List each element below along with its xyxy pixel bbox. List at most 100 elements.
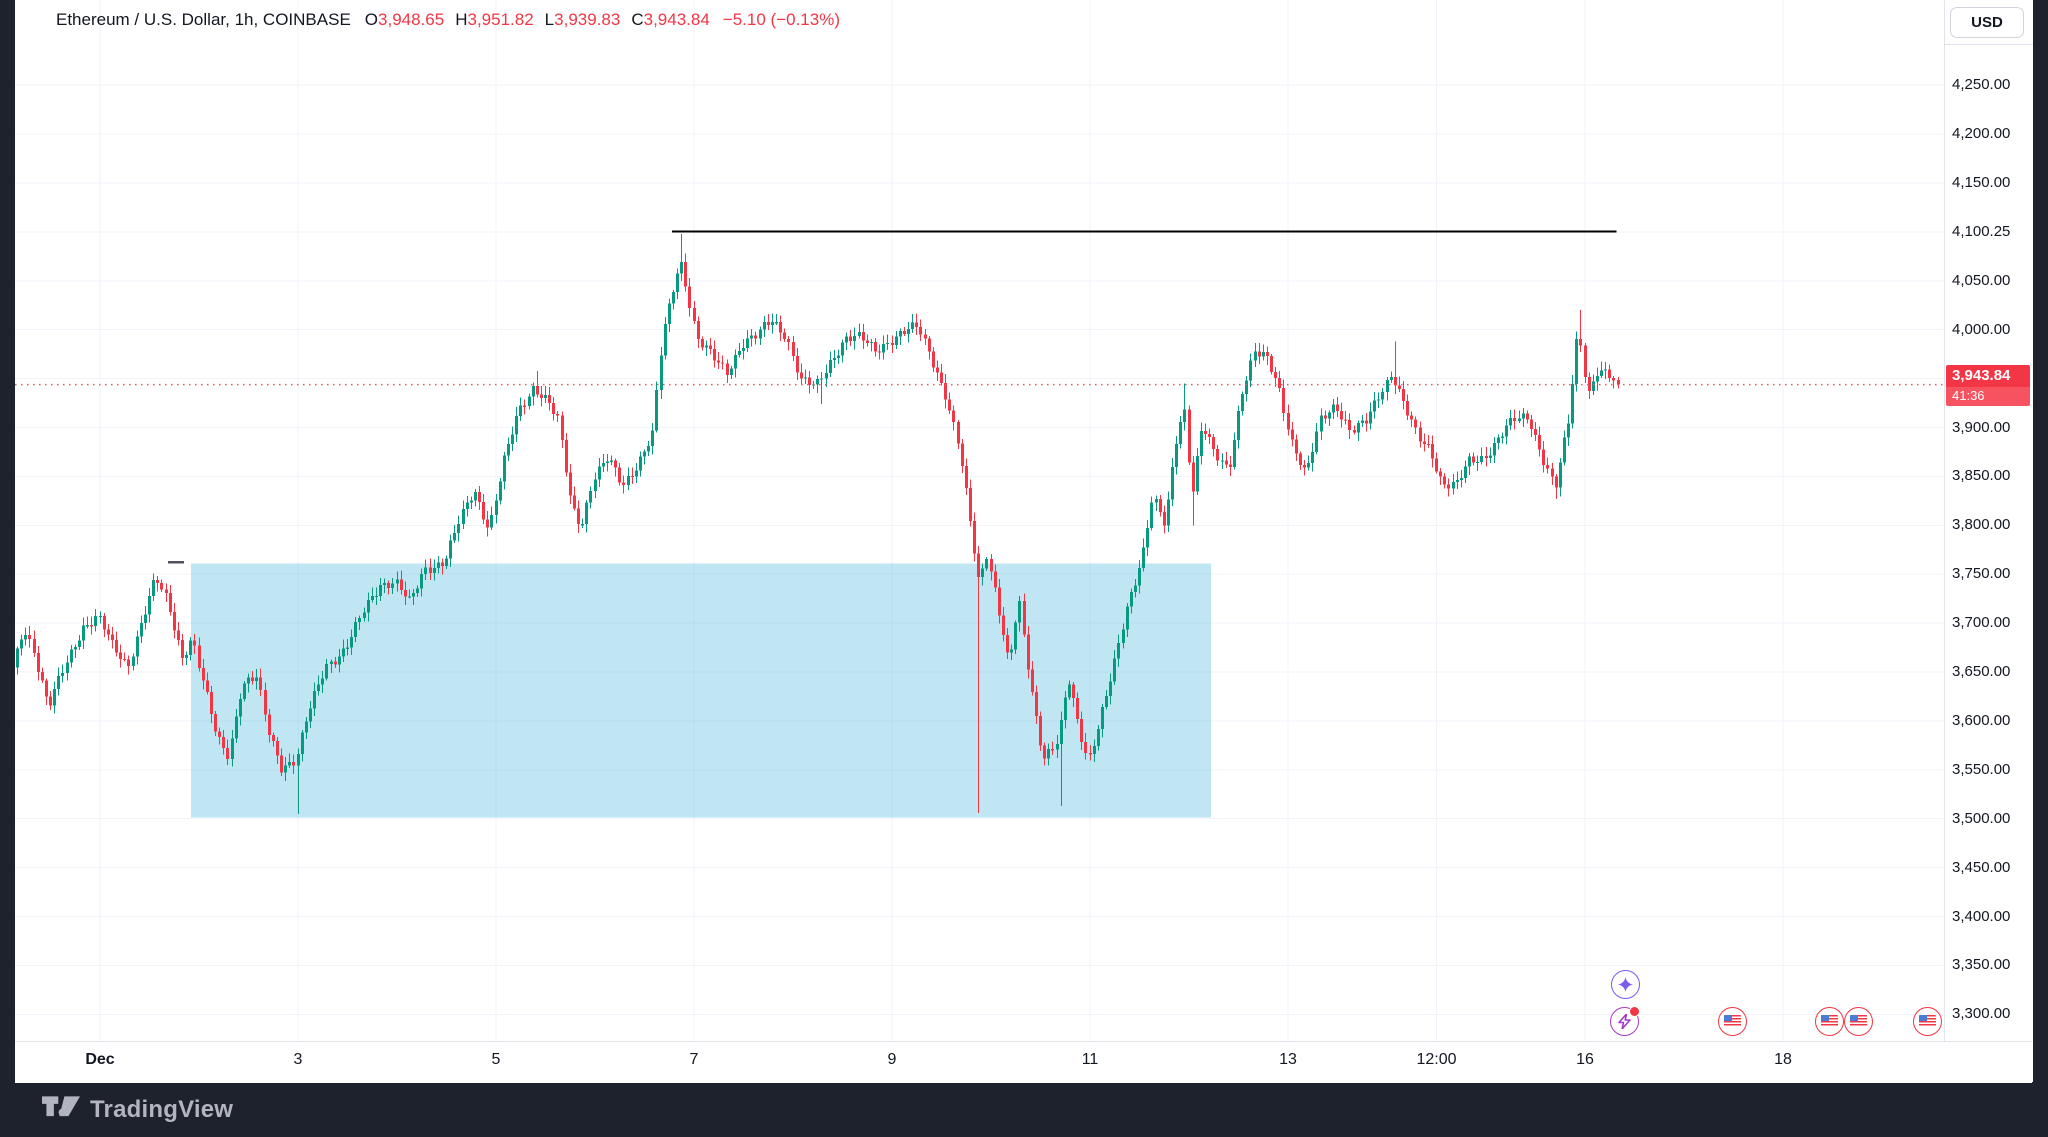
candle-body [1419, 427, 1422, 442]
candle-body [734, 355, 737, 369]
price-scale-label: 3,400.00 [1952, 907, 2011, 925]
candle-body [990, 559, 993, 572]
candle-body [309, 708, 312, 722]
candle-body [127, 659, 130, 666]
candle-body [841, 342, 844, 356]
candle-body [639, 456, 642, 471]
candle-body [895, 336, 898, 346]
candle-body [495, 500, 498, 515]
candle-body [1612, 378, 1615, 381]
candle-body [185, 654, 188, 659]
candle-body [585, 502, 588, 525]
candle-body [713, 349, 716, 361]
candle-body [20, 639, 23, 649]
candle-body [1175, 444, 1178, 467]
candle-body [1563, 437, 1566, 463]
candle-body [837, 355, 840, 358]
price-scale[interactable]: USD 4,250.00 4,200.00 4,150.00 4,100.25 4,05… [1944, 0, 2033, 1082]
candle-body [1010, 649, 1013, 653]
candle-body [198, 645, 201, 668]
candle-body [602, 462, 605, 467]
candle-body [1369, 411, 1372, 424]
us-flag-icon[interactable] [1843, 1006, 1873, 1036]
candle-body [140, 623, 143, 637]
price-scale-label: 3,750.00 [1952, 565, 2011, 583]
candle-body [614, 460, 617, 468]
candle-body [136, 636, 139, 657]
candle-body [1035, 692, 1038, 716]
candle-body [400, 579, 403, 591]
candle-body [1051, 749, 1054, 751]
candle-body [1357, 423, 1360, 433]
candle-body [330, 661, 333, 664]
candle-body [1245, 380, 1248, 394]
candle-body [1567, 423, 1570, 438]
candle-body [528, 396, 531, 407]
time-scale[interactable]: Dec 3 5 7 9 11 13 12:00 16 18 [15, 1041, 2032, 1083]
currency-toggle-button[interactable]: USD [1950, 7, 2024, 38]
candle-body [1208, 434, 1211, 437]
time-scale-label: Dec [85, 1051, 115, 1068]
symbol-legend[interactable]: Ethereum / U.S. Dollar, 1h, COINBASE O3,… [56, 9, 840, 31]
symbol-title[interactable]: Ethereum / U.S. Dollar, 1h, COINBASE [56, 10, 351, 29]
candle-body [499, 481, 502, 501]
candle-body [981, 568, 984, 577]
bar-countdown: 41:36 [1946, 386, 2030, 406]
candle-body [82, 625, 85, 641]
price-scale-label: 4,200.00 [1952, 125, 2011, 143]
candlestick-chart[interactable] [15, 0, 1944, 1041]
candle-body [1584, 345, 1587, 378]
candle-body [1344, 419, 1347, 421]
candle-body [408, 596, 411, 598]
us-flag-icon[interactable] [1912, 1006, 1942, 1036]
candle-body [969, 487, 972, 521]
candle-body [998, 587, 1001, 616]
candle-body [424, 567, 427, 575]
candle-body [1571, 383, 1574, 424]
candle-body [1216, 449, 1219, 461]
candle-body [57, 676, 60, 690]
candle-body [470, 500, 473, 503]
candle-body [899, 331, 902, 337]
candle-body [1150, 502, 1153, 529]
candle-body [1439, 471, 1442, 477]
candle-body [631, 475, 634, 478]
candle-body [1241, 393, 1244, 412]
candle-body [226, 747, 229, 759]
tradingview-logo[interactable]: TradingView [42, 1096, 233, 1124]
candle-body [1225, 460, 1228, 465]
candle-body [111, 634, 114, 641]
news-bolt-icon[interactable] [1609, 1005, 1640, 1036]
candle-body [284, 765, 287, 773]
candle-body [717, 360, 720, 363]
us-flag-icon[interactable] [1814, 1006, 1844, 1036]
candle-body [202, 667, 205, 681]
candle-body [800, 372, 803, 379]
candle-body [536, 386, 539, 395]
candle-body [940, 372, 943, 383]
candle-body [222, 736, 225, 748]
candle-body [449, 540, 452, 559]
candle-body [1084, 741, 1087, 754]
candle-body [742, 347, 745, 351]
candle-body [1262, 351, 1265, 357]
us-flag-icon[interactable] [1717, 1006, 1747, 1036]
candle-body [482, 501, 485, 520]
candle-body [474, 492, 477, 501]
candle-body [416, 588, 419, 594]
candle-body [1122, 629, 1125, 643]
candle-body [515, 415, 518, 435]
candle-body [676, 273, 679, 293]
time-scale-label: 13 [1279, 1051, 1297, 1068]
candle-body [523, 405, 526, 407]
price-scale-label: 4,150.00 [1952, 174, 2011, 191]
candle-body [272, 735, 275, 742]
candle-body [1249, 360, 1252, 381]
candle-body [709, 345, 712, 350]
candle-body [804, 377, 807, 379]
candle-body [866, 340, 869, 344]
candle-body [334, 661, 337, 665]
price-scale-label: 4,050.00 [1952, 271, 2011, 289]
candle-body [763, 322, 766, 330]
ai-sparkle-icon[interactable] [1610, 969, 1640, 999]
